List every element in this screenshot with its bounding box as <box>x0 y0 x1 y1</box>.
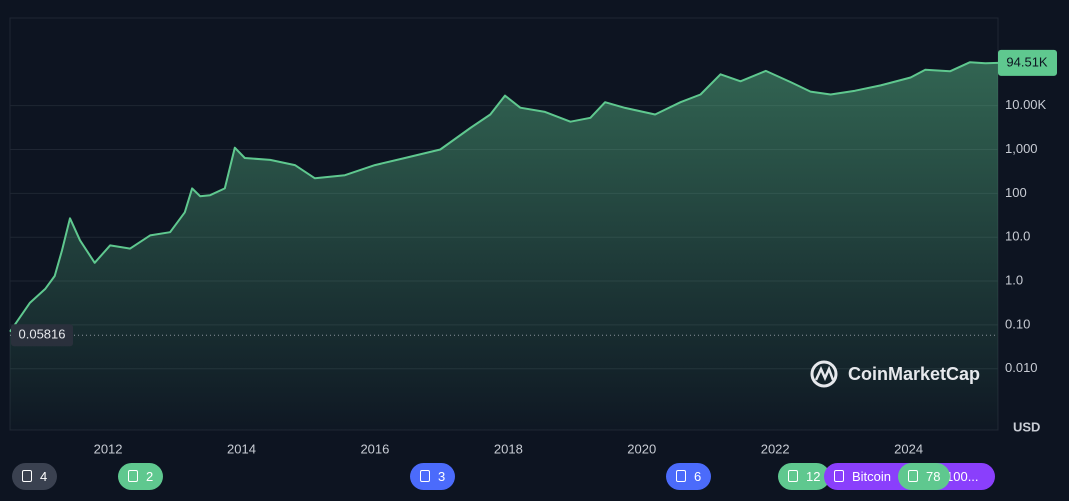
event-badge[interactable]: 4 <box>12 463 58 490</box>
current-price-box <box>998 49 1057 76</box>
y-tick-label: 10.00K <box>1005 97 1047 112</box>
x-tick-label: 2018 <box>494 441 523 456</box>
x-tick-label: 2022 <box>761 441 790 456</box>
y-tick-label: 0.10 <box>1005 316 1030 331</box>
event-text: Bitcoin <box>852 469 892 484</box>
event-badge[interactable]: 2 <box>118 463 164 490</box>
watermark-text: CoinMarketCap <box>848 364 980 384</box>
y-tick-label: 1.0 <box>1005 272 1023 287</box>
current-price-label: 94.51K <box>1006 54 1048 69</box>
x-tick-label: 2024 <box>894 441 923 456</box>
x-tick-label: 2014 <box>227 441 256 456</box>
y-tick-label: 1,000 <box>1005 141 1038 156</box>
start-price-box <box>11 324 73 347</box>
event-text: 100... <box>946 469 979 484</box>
event-badge[interactable]: 12 <box>778 463 831 490</box>
currency-label: USD <box>1013 419 1040 434</box>
x-tick-label: 2016 <box>360 441 389 456</box>
watermark: CoinMarketCap <box>810 360 980 388</box>
price-line <box>9 61 999 333</box>
start-price-label: 0.05816 <box>19 327 66 342</box>
event-badge[interactable]: 78 <box>898 463 951 490</box>
x-tick-label: 2012 <box>94 441 123 456</box>
event-badge[interactable]: 6 <box>666 463 712 490</box>
y-tick-label: 10.0 <box>1005 229 1030 244</box>
area <box>10 62 998 430</box>
event-badge[interactable]: 3 <box>410 463 456 490</box>
y-tick-label: 100 <box>1005 185 1027 200</box>
x-tick-label: 2020 <box>627 441 656 456</box>
y-tick-label: 0.010 <box>1005 360 1038 375</box>
